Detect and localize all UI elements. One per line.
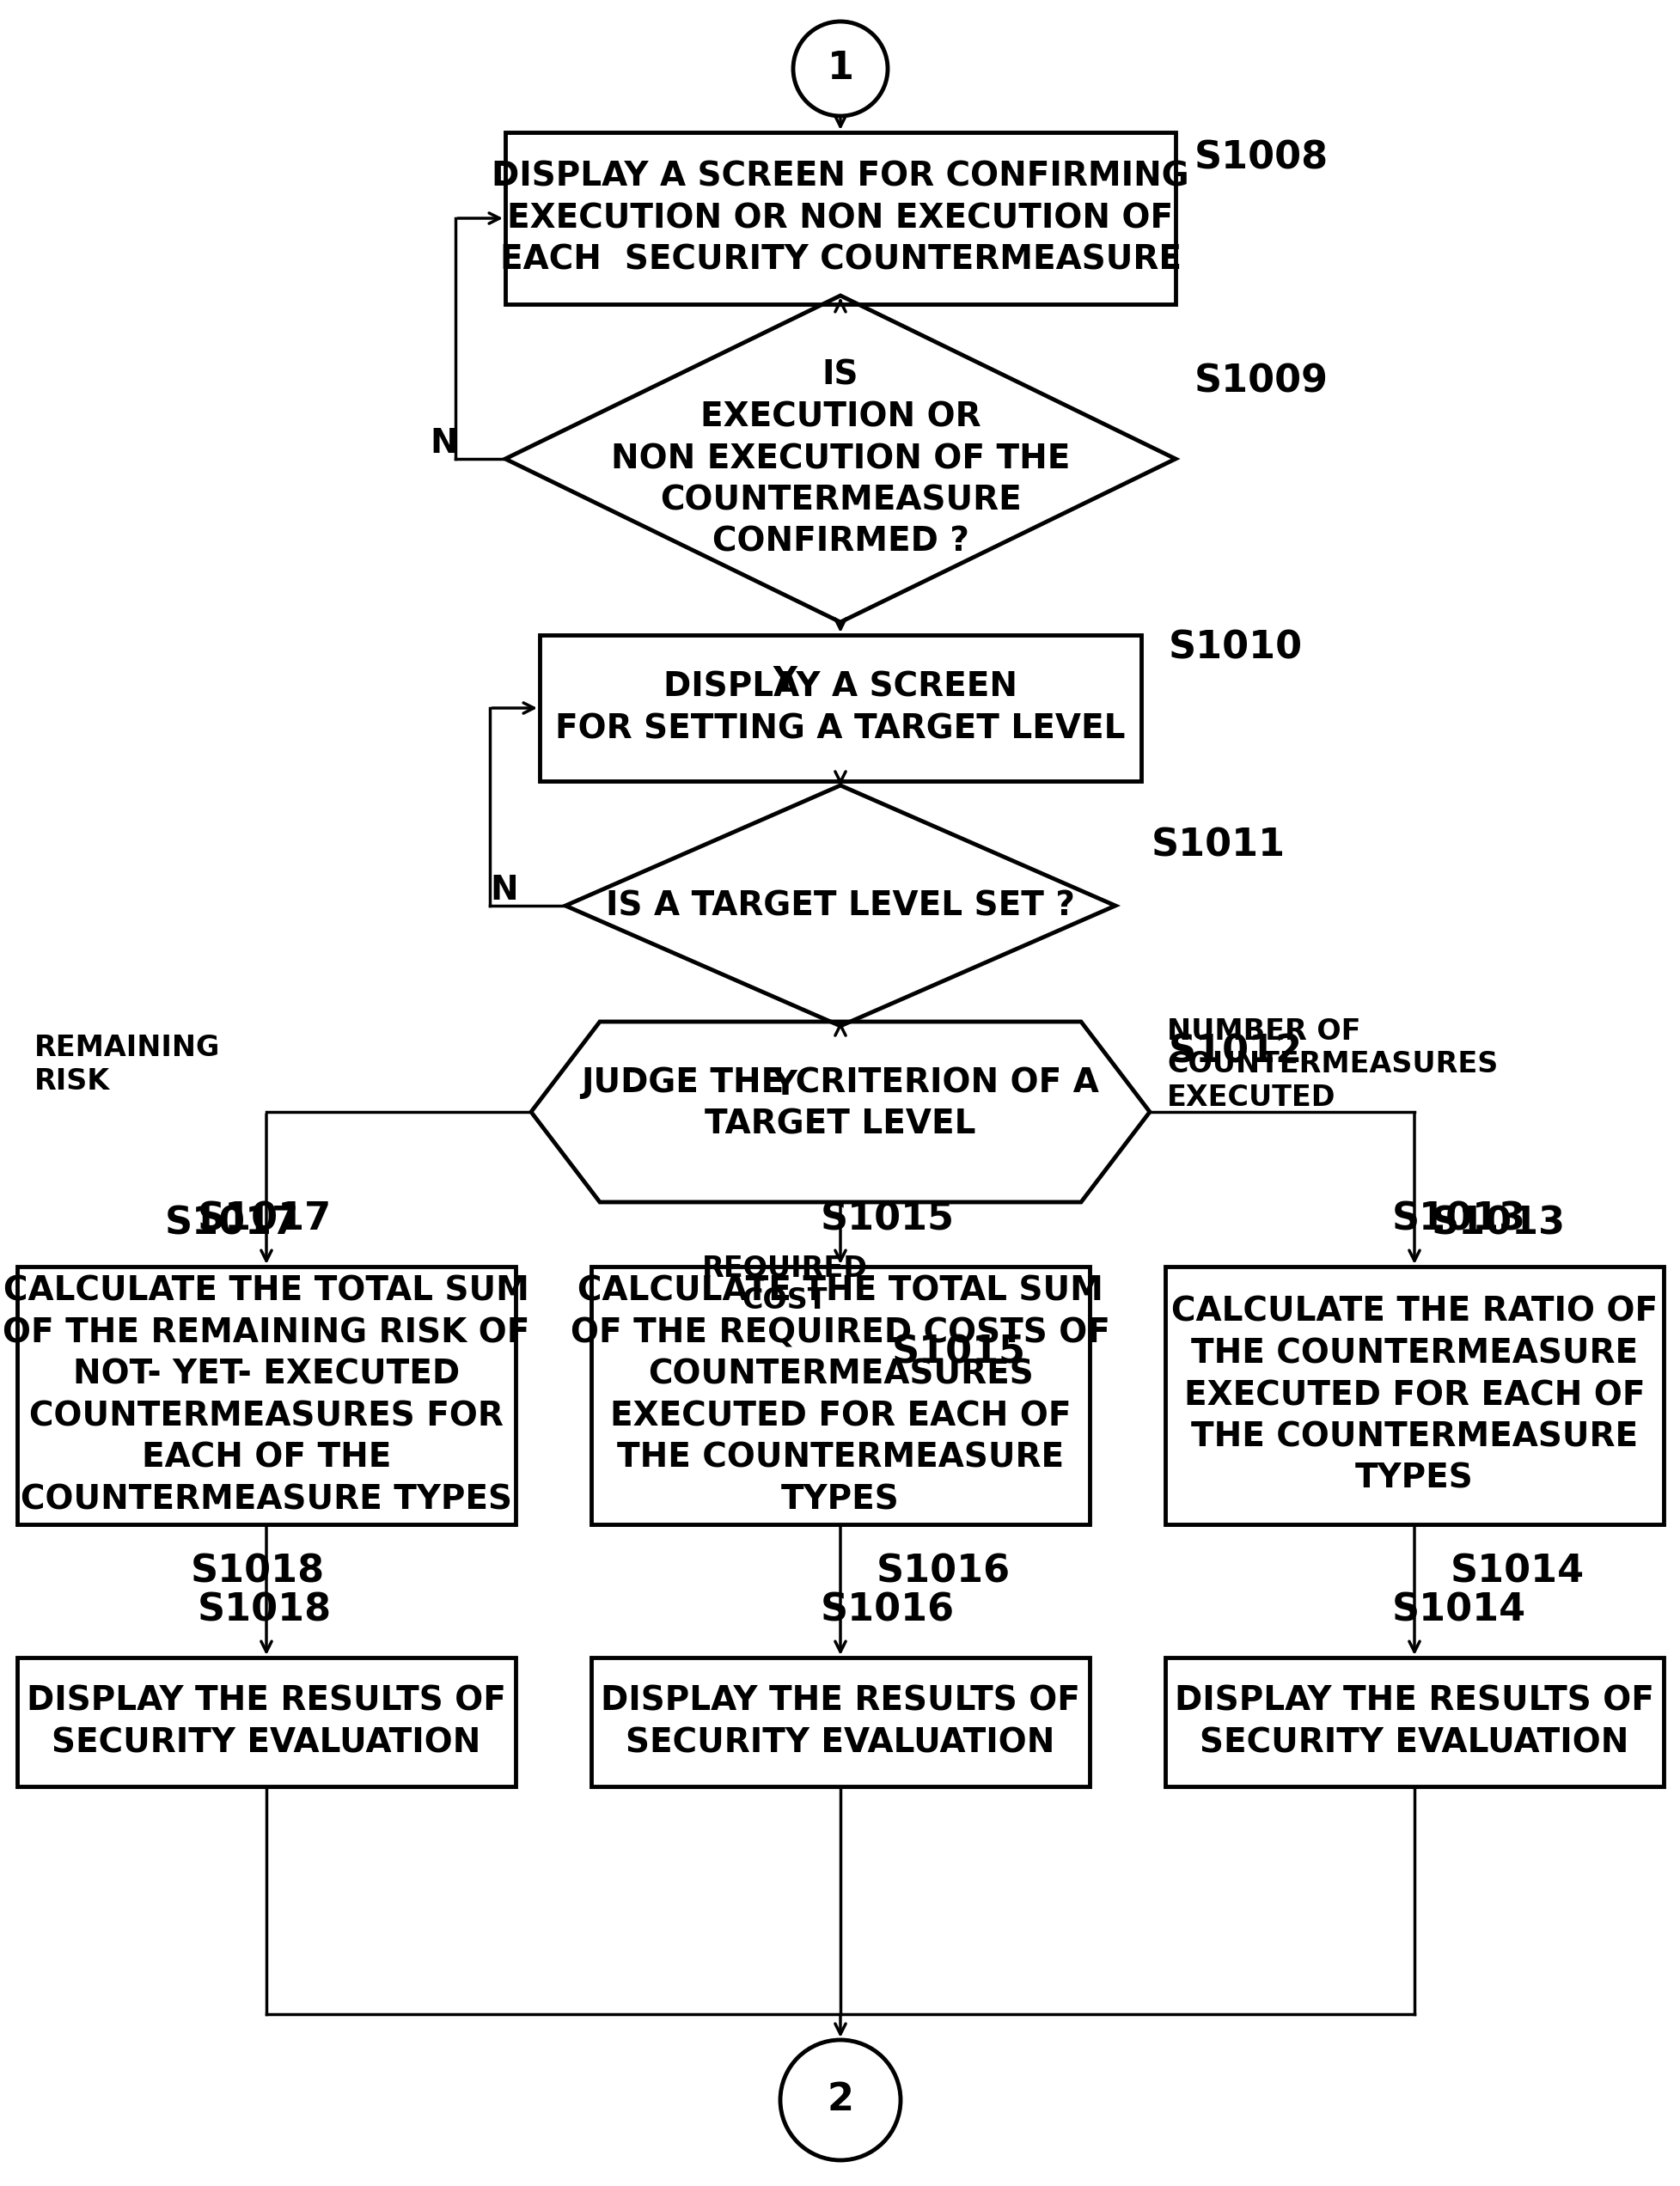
Text: S1015: S1015 xyxy=(820,1200,954,1237)
Text: REQUIRED
COST: REQUIRED COST xyxy=(701,1255,867,1314)
Text: IS A TARGET LEVEL SET ?: IS A TARGET LEVEL SET ? xyxy=(605,890,1075,922)
Text: N: N xyxy=(491,874,517,907)
Text: S1014: S1014 xyxy=(1450,1552,1584,1589)
Bar xyxy=(1164,1266,1663,1524)
Bar xyxy=(506,133,1174,304)
Text: CALCULATE THE TOTAL SUM
OF THE REQUIRED COSTS OF
COUNTERMEASURES
EXECUTED FOR EA: CALCULATE THE TOTAL SUM OF THE REQUIRED … xyxy=(571,1274,1109,1515)
Text: 2: 2 xyxy=(827,2081,853,2118)
Text: Y: Y xyxy=(773,665,796,697)
Text: S1017: S1017 xyxy=(165,1204,299,1242)
Text: DISPLAY A SCREEN FOR CONFIRMING
EXECUTION OR NON EXECUTION OF
EACH  SECURITY COU: DISPLAY A SCREEN FOR CONFIRMING EXECUTIO… xyxy=(492,160,1188,275)
Text: S1014: S1014 xyxy=(1391,1591,1525,1629)
Text: JUDGE THE CRITERION OF A
TARGET LEVEL: JUDGE THE CRITERION OF A TARGET LEVEL xyxy=(581,1067,1099,1141)
Text: S1016: S1016 xyxy=(820,1591,954,1629)
Text: 1: 1 xyxy=(827,50,853,87)
Text: S1013: S1013 xyxy=(1431,1204,1564,1242)
Bar xyxy=(591,1266,1089,1524)
Text: S1011: S1011 xyxy=(1151,826,1285,863)
Text: S1010: S1010 xyxy=(1168,630,1302,667)
Text: DISPLAY THE RESULTS OF
SECURITY EVALUATION: DISPLAY THE RESULTS OF SECURITY EVALUATI… xyxy=(27,1685,506,1760)
Text: CALCULATE THE RATIO OF
THE COUNTERMEASURE
EXECUTED FOR EACH OF
THE COUNTERMEASUR: CALCULATE THE RATIO OF THE COUNTERMEASUR… xyxy=(1171,1296,1656,1495)
Text: S1017: S1017 xyxy=(198,1200,331,1237)
Bar xyxy=(539,634,1141,780)
Text: S1015: S1015 xyxy=(892,1333,1025,1371)
Bar xyxy=(17,1657,516,1786)
Text: S1018: S1018 xyxy=(198,1591,331,1629)
Text: DISPLAY A SCREEN
FOR SETTING A TARGET LEVEL: DISPLAY A SCREEN FOR SETTING A TARGET LE… xyxy=(554,671,1126,745)
Text: Y: Y xyxy=(773,1069,796,1102)
Bar xyxy=(591,1657,1089,1786)
Text: S1008: S1008 xyxy=(1194,140,1327,177)
Text: S1009: S1009 xyxy=(1194,363,1327,400)
Text: S1013: S1013 xyxy=(1391,1200,1525,1237)
Bar xyxy=(17,1266,516,1524)
Text: N: N xyxy=(430,426,457,459)
Text: CALCULATE THE TOTAL SUM
OF THE REMAINING RISK OF
NOT- YET- EXECUTED
COUNTERMEASU: CALCULATE THE TOTAL SUM OF THE REMAINING… xyxy=(3,1274,529,1515)
Text: S1016: S1016 xyxy=(875,1552,1010,1589)
Text: REMAINING
RISK: REMAINING RISK xyxy=(34,1034,220,1095)
Text: IS
EXECUTION OR
NON EXECUTION OF THE
COUNTERMEASURE
CONFIRMED ?: IS EXECUTION OR NON EXECUTION OF THE COU… xyxy=(610,359,1070,560)
Text: S1018: S1018 xyxy=(190,1552,324,1589)
Bar xyxy=(1164,1657,1663,1786)
Text: S1012: S1012 xyxy=(1168,1034,1302,1071)
Text: NUMBER OF
COUNTERMEASURES
EXECUTED: NUMBER OF COUNTERMEASURES EXECUTED xyxy=(1166,1019,1497,1113)
Text: DISPLAY THE RESULTS OF
SECURITY EVALUATION: DISPLAY THE RESULTS OF SECURITY EVALUATI… xyxy=(600,1685,1080,1760)
Text: DISPLAY THE RESULTS OF
SECURITY EVALUATION: DISPLAY THE RESULTS OF SECURITY EVALUATI… xyxy=(1174,1685,1653,1760)
